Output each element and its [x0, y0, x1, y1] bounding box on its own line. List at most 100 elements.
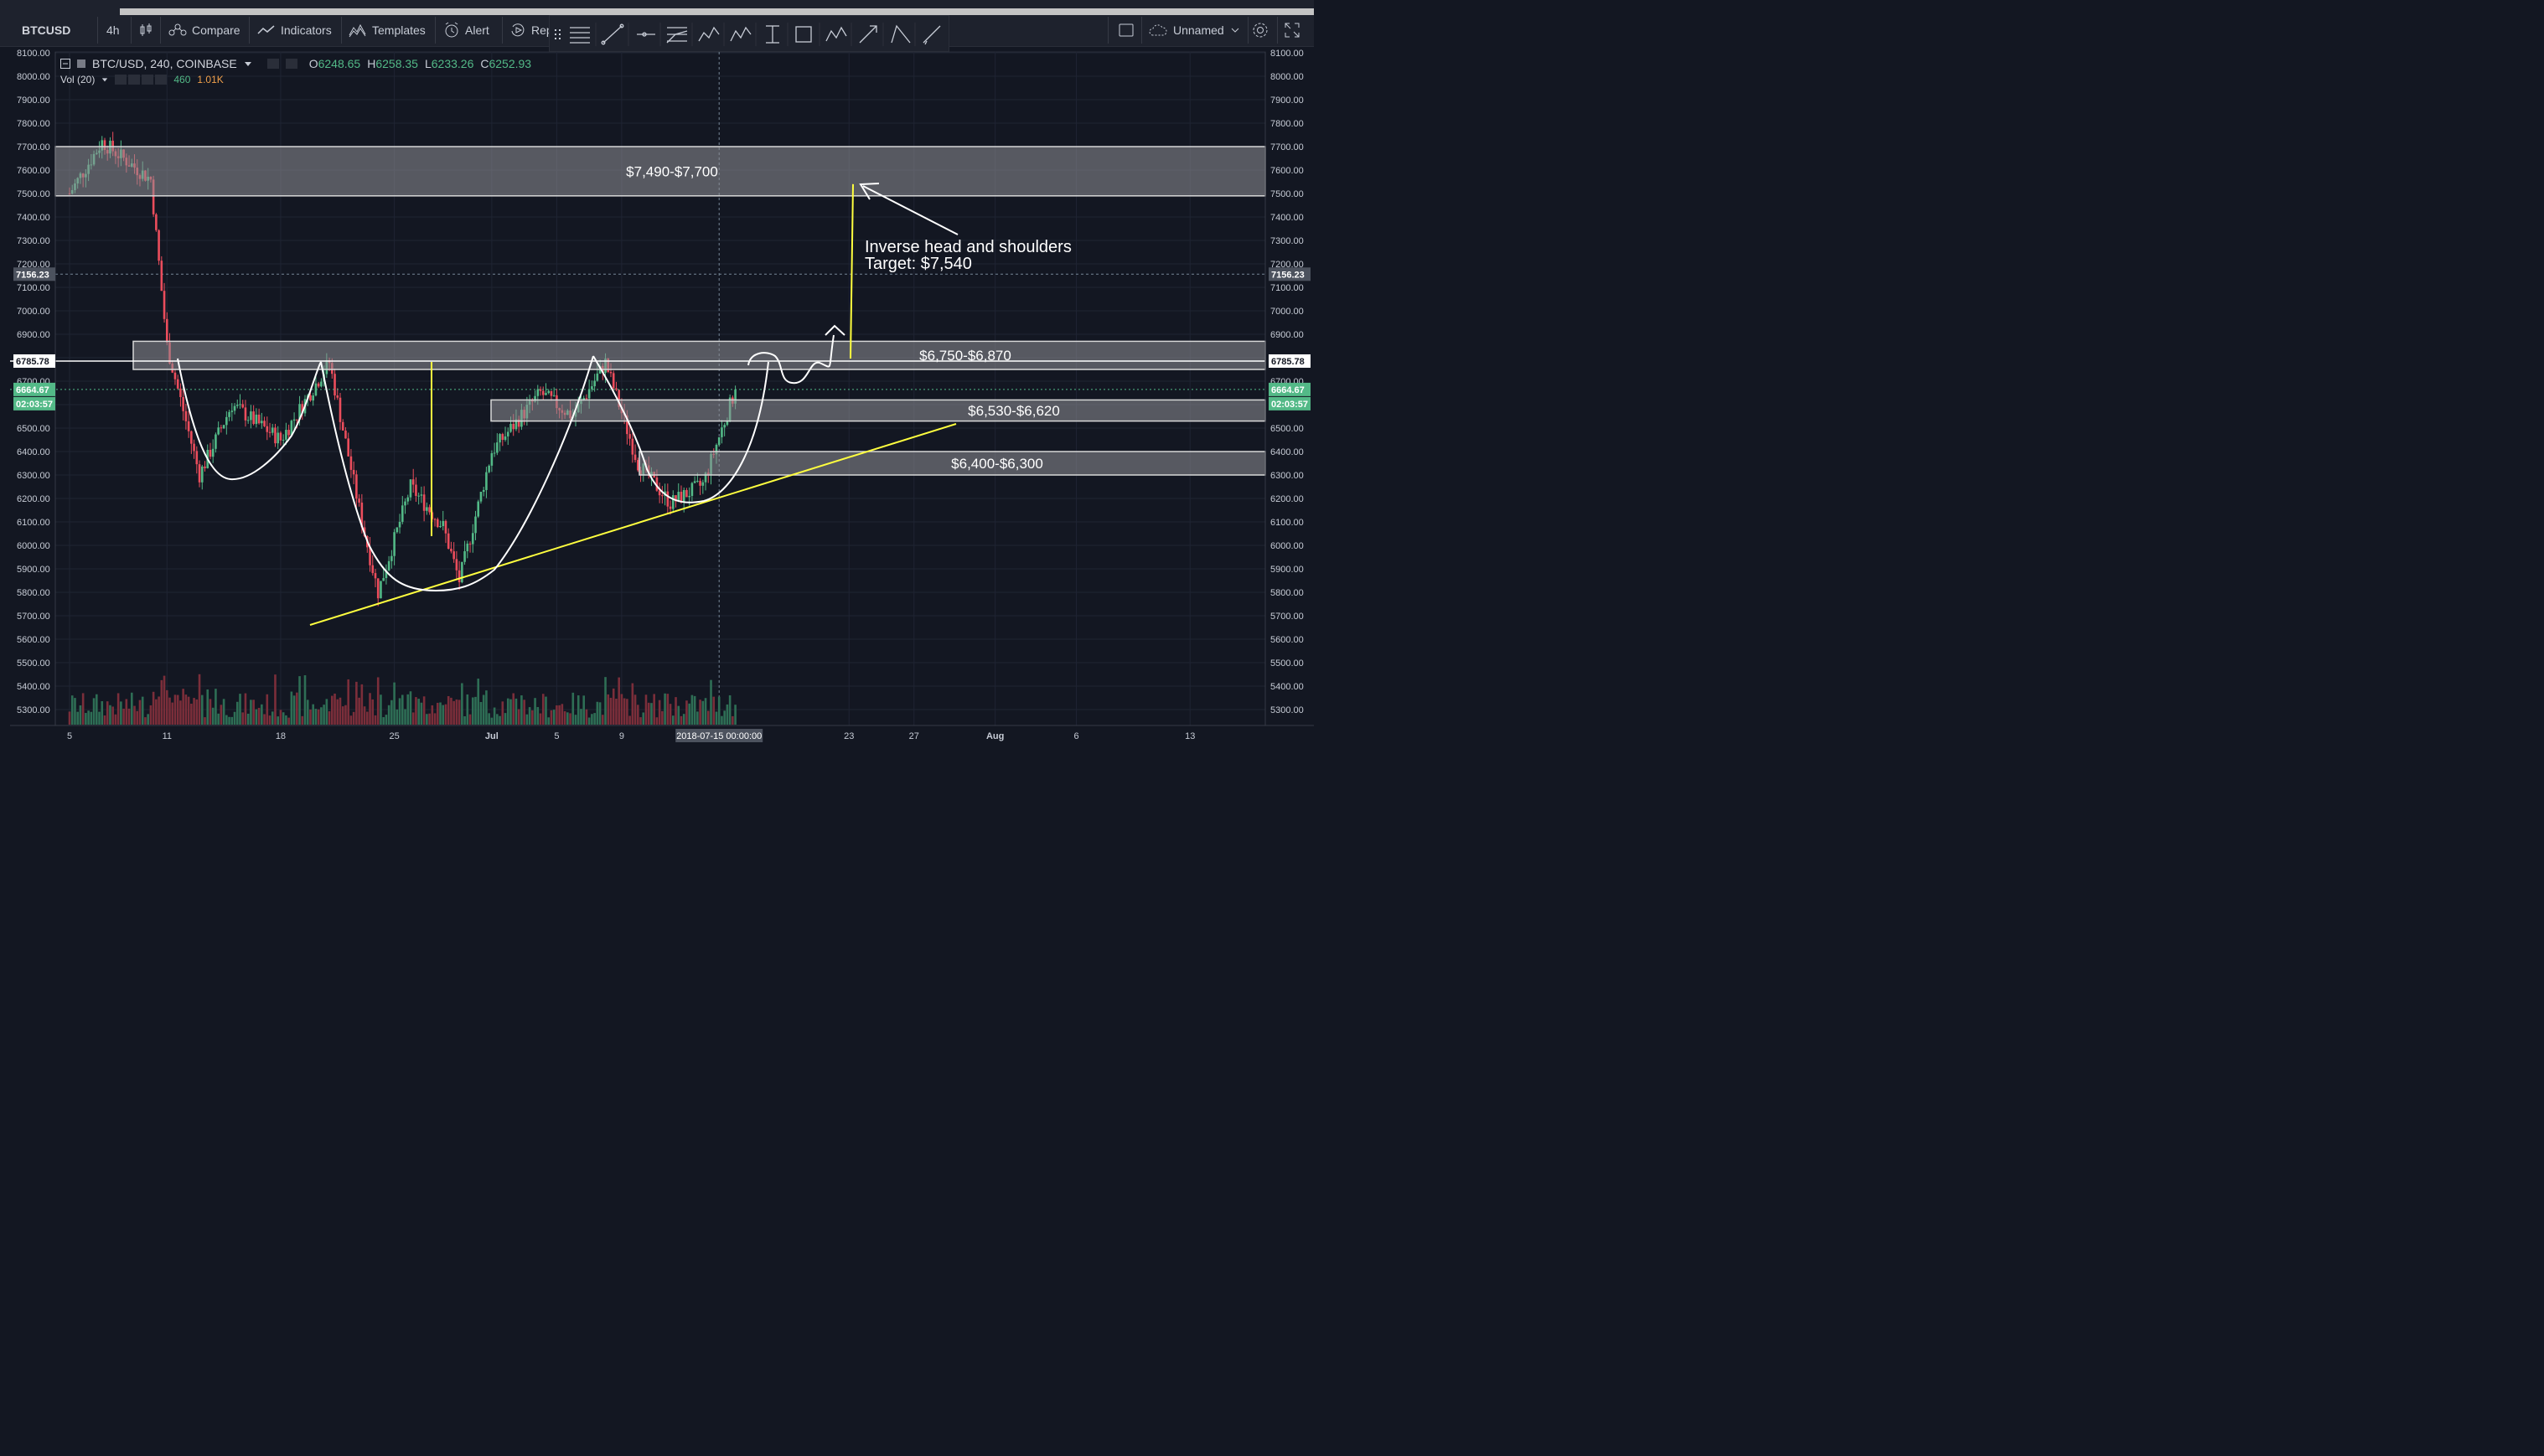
templates-button[interactable]: Templates [349, 15, 426, 45]
volume-bar [309, 709, 312, 725]
candle-body [187, 421, 190, 431]
level-price-marker-bg [1269, 354, 1311, 368]
volume-bar [144, 717, 147, 725]
volume-bar [431, 705, 434, 725]
time-tick: 5 [67, 731, 72, 741]
abc-icon[interactable] [825, 26, 847, 42]
volume-bar [598, 702, 602, 725]
indicator-controls-icon[interactable] [115, 75, 168, 85]
eye-icon[interactable] [266, 59, 279, 69]
volume-bar [103, 715, 106, 725]
fullscreen-button[interactable] [1284, 15, 1306, 45]
volume-bar [496, 714, 499, 725]
fib-icon[interactable] [666, 27, 688, 44]
price-chart[interactable]: $7,490-$7,700 $6,750-$6,870 $6,530-$6,620 $… [0, 0, 1314, 752]
abcd-icon[interactable] [730, 26, 752, 42]
series-title[interactable]: BTC/USD, 240, COINBASE [92, 57, 237, 70]
compare-button[interactable]: Compare [168, 15, 240, 45]
volume-bar [347, 679, 349, 725]
volume-indicator-label[interactable]: Vol (20) [60, 74, 96, 85]
price-tick-right: 5500.00 [1270, 658, 1304, 669]
replay-button[interactable]: Rep [509, 15, 553, 45]
settings-small-icon[interactable] [285, 59, 297, 69]
volume-bar [593, 713, 596, 725]
volume-bar [96, 694, 98, 725]
candle-body [355, 474, 358, 499]
volume-bar [675, 697, 677, 725]
volume-bar [628, 715, 631, 725]
candle-body [220, 427, 223, 429]
left-shoulder-curve [177, 358, 322, 481]
volume-bar [396, 709, 399, 725]
price-tick-left: 6900.00 [17, 330, 50, 340]
volume-bar [696, 711, 699, 725]
candle-body [158, 230, 160, 261]
target-arrowhead [859, 183, 880, 200]
collapse-icon[interactable] [60, 59, 70, 69]
chart-axes: 8100.00 8100.00 8000.00 8000.00 7900.00 7900.… [10, 49, 1314, 742]
candle-body [609, 372, 613, 374]
caret-down-icon[interactable] [244, 59, 252, 68]
volume-bar [574, 715, 577, 725]
volume-bar [217, 713, 220, 725]
indicators-button[interactable]: Indicators [257, 15, 332, 45]
time-tick: Jul [485, 731, 499, 741]
volume-bar [241, 712, 245, 725]
candle-body [287, 430, 290, 436]
volume-bar [455, 699, 458, 725]
pattern-15-icon[interactable] [698, 26, 720, 42]
candle-body [182, 396, 184, 411]
candle-body [369, 547, 371, 565]
settings-button[interactable] [1251, 15, 1275, 45]
alert-button[interactable]: Alert [443, 15, 489, 45]
layout-menu[interactable]: Unnamed [1148, 15, 1246, 45]
volume-bar [715, 711, 718, 725]
target-label: Target: $7,540 [865, 255, 972, 273]
volume-bar [490, 717, 494, 725]
drag-handle-icon[interactable] [555, 29, 561, 39]
candle-body [282, 439, 285, 441]
volume-bar [138, 700, 142, 725]
volume-bar [349, 715, 353, 725]
volume-bar [228, 716, 230, 725]
fullscreen-layout-button[interactable] [1118, 15, 1140, 45]
volume-bar [371, 699, 375, 725]
price-tick-left: 5300.00 [17, 705, 50, 715]
lines-icon[interactable] [570, 27, 590, 44]
volume-bar [728, 694, 732, 725]
horizontal-ray-icon[interactable] [637, 32, 655, 37]
price-tick-right: 7300.00 [1270, 236, 1304, 246]
volume-bar [301, 715, 304, 725]
interval-selector[interactable]: 4h [106, 15, 120, 45]
volume-bar [552, 710, 556, 725]
volume-bar [285, 715, 287, 725]
templates-icon [349, 23, 366, 38]
volume-bar [428, 713, 431, 725]
volume-bar [111, 706, 114, 725]
rectangle-icon[interactable] [795, 26, 812, 43]
volume-bar [604, 677, 607, 725]
symbol-search[interactable]: BTCUSD [22, 23, 71, 37]
volume-bar [206, 689, 209, 725]
trend-line-icon[interactable] [601, 23, 624, 45]
arrow-icon[interactable] [859, 25, 877, 44]
volume-bar [450, 697, 452, 725]
candle-body [277, 432, 280, 444]
zone-label: $6,530-$6,620 [968, 403, 1060, 419]
time-tick: 5 [554, 731, 559, 741]
candle-body [517, 419, 520, 427]
volume-bar [547, 717, 551, 725]
pencil-icon[interactable] [923, 25, 941, 45]
caret-down-icon[interactable] [101, 76, 108, 83]
volume-bar [571, 692, 575, 725]
candle-body [385, 570, 388, 579]
volume-bar [274, 674, 277, 725]
price-tick-right: 7700.00 [1270, 142, 1304, 152]
zone-label: $6,400-$6,300 [951, 456, 1043, 472]
volume-bar [222, 699, 225, 725]
candle-body [450, 549, 452, 552]
candle-body [339, 397, 342, 422]
chart-type-button[interactable] [138, 15, 158, 45]
triangle-icon[interactable] [891, 24, 911, 44]
text-cursor-icon[interactable] [766, 25, 779, 44]
